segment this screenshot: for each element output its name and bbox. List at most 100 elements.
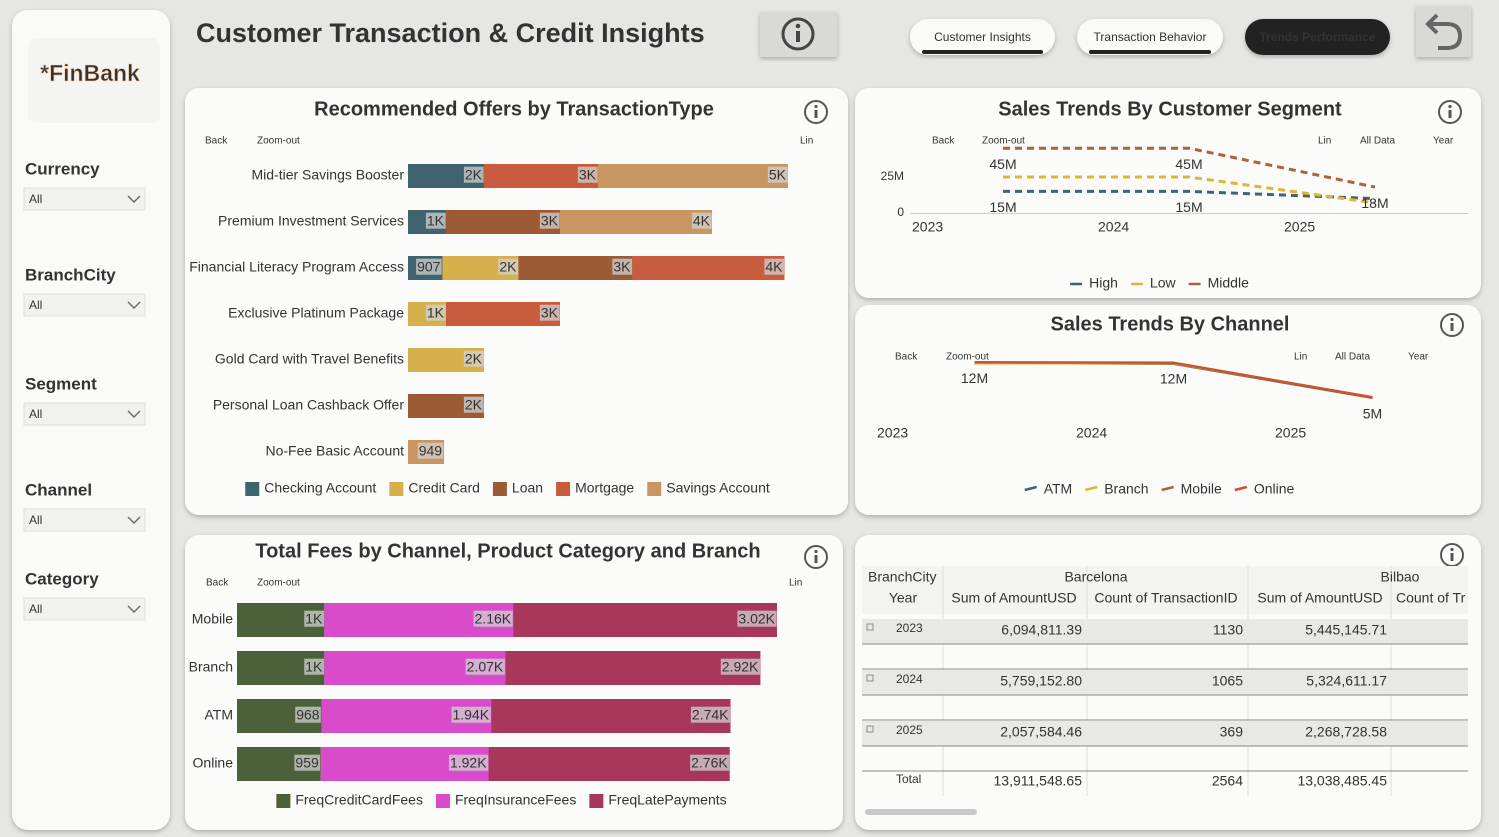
row-band — [862, 670, 1468, 695]
data-label-bg — [304, 658, 325, 675]
page-title: Customer Transaction & Credit Insights — [196, 18, 705, 48]
info-icon — [804, 100, 828, 124]
data-label-bg — [539, 304, 560, 321]
data-label: 45M — [1175, 156, 1202, 172]
toolbar-item[interactable]: Back — [895, 352, 918, 363]
data-label: 968 — [296, 707, 320, 723]
filter-dropdown[interactable] — [23, 293, 146, 317]
column-header: Sum of AmountUSD — [1257, 590, 1382, 606]
data-label-bg — [425, 212, 446, 229]
toolbar-item[interactable]: All Data — [1335, 352, 1370, 363]
toolbar-item[interactable]: Zoom-out — [982, 136, 1025, 147]
filter-value: All — [29, 513, 42, 527]
x-tick-label: 2024 — [1076, 425, 1107, 441]
nav-label: Customer Insights — [934, 30, 1031, 44]
toolbar-item[interactable]: Year — [1408, 352, 1429, 363]
bar-segment — [491, 699, 731, 733]
legend-swatch — [389, 482, 404, 496]
category-label: Personal Loan Cashback Offer — [213, 397, 405, 413]
toolbar-item[interactable]: Lin — [800, 136, 813, 147]
legend-label: FreqInsuranceFees — [455, 792, 576, 808]
row-band — [862, 721, 1468, 746]
x-tick-label: 2025 — [1275, 425, 1306, 441]
row-band — [862, 619, 1468, 644]
data-label: 5K — [769, 167, 787, 183]
legend-label: FreqCreditCardFees — [295, 792, 423, 808]
expand-icon[interactable] — [866, 725, 874, 733]
toolbar-item[interactable]: Back — [932, 136, 955, 147]
toolbar-item[interactable]: Zoom-out — [257, 136, 300, 147]
toolbar-item[interactable]: Back — [205, 136, 228, 147]
expand-icon[interactable] — [866, 623, 874, 631]
chart-title: Total Fees by Channel, Product Category … — [255, 540, 760, 562]
legend-label: Low — [1150, 275, 1177, 291]
legend-swatch — [276, 794, 291, 808]
cell: 1130 — [1213, 622, 1243, 638]
filter-label: Channel — [25, 480, 92, 499]
data-label: 12M — [1160, 371, 1187, 387]
data-label-bg — [737, 610, 777, 627]
row-header: 2023 — [896, 621, 923, 635]
legend-swatch — [1024, 485, 1038, 492]
filter-label: Currency — [25, 159, 100, 178]
legend-label: Branch — [1104, 481, 1148, 497]
nav-button[interactable] — [910, 19, 1055, 55]
toolbar-item[interactable]: Lin — [1294, 352, 1307, 363]
info-icon-stem — [796, 31, 800, 42]
data-label-bg — [767, 166, 788, 183]
toolbar-item[interactable]: All Data — [1360, 136, 1395, 147]
data-label: 907 — [417, 259, 441, 275]
category-label: Premium Investment Services — [218, 213, 404, 229]
info-icon — [1438, 100, 1462, 124]
toolbar-item[interactable]: Year — [1433, 136, 1454, 147]
data-label: 1K — [427, 213, 445, 229]
filter-dropdown[interactable] — [23, 187, 146, 211]
data-label: 2K — [465, 351, 483, 367]
info-icon-dot — [795, 23, 801, 29]
cell: 6,094,811.39 — [1001, 622, 1082, 638]
dropdown-chevron — [127, 195, 141, 203]
toolbar-item[interactable]: Zoom-out — [946, 352, 989, 363]
bar-segment — [505, 651, 761, 685]
toolbar-item[interactable]: Zoom-out — [257, 578, 300, 589]
nav-button[interactable] — [1245, 19, 1390, 55]
data-label: 2.16K — [475, 611, 512, 627]
data-label-bg — [425, 304, 446, 321]
data-label-bg — [465, 658, 505, 675]
filter-value: All — [29, 298, 42, 312]
chart-title: Recommended Offers by TransactionType — [314, 98, 714, 120]
filter-dropdown[interactable] — [23, 508, 146, 532]
filter-dropdown[interactable] — [23, 402, 146, 426]
category-label: ATM — [204, 707, 233, 723]
series-line — [1003, 175, 1376, 205]
nav-underline — [1257, 50, 1378, 54]
legend-label: Mortgage — [575, 480, 634, 496]
data-label: 2K — [465, 397, 483, 413]
column-header: Count of Tr — [1396, 590, 1466, 606]
cell: 2,268,728.58 — [1305, 724, 1387, 740]
back-icon-arrow — [1425, 13, 1439, 35]
data-label-bg — [451, 706, 491, 723]
expand-icon[interactable] — [866, 674, 874, 682]
data-label-bg — [691, 212, 712, 229]
data-label-bg — [463, 350, 484, 367]
data-label: 12M — [961, 370, 988, 386]
toolbar-item[interactable]: Lin — [1318, 136, 1331, 147]
info-icon-dot — [814, 104, 818, 109]
filter-label: Segment — [25, 374, 97, 393]
data-label-bg — [764, 258, 785, 275]
filter-label: Category — [25, 569, 99, 588]
back-icon — [1431, 22, 1463, 50]
toolbar-item[interactable]: Lin — [789, 578, 802, 589]
info-icon-stem — [814, 555, 818, 563]
info-icon — [781, 17, 815, 51]
column-header: Sum of AmountUSD — [951, 590, 1076, 606]
data-label: 4K — [693, 213, 711, 229]
toolbar-item[interactable]: Back — [206, 578, 229, 589]
nav-button[interactable] — [1077, 19, 1223, 55]
data-label-bg — [448, 754, 489, 771]
category-label: Mid-tier Savings Booster — [251, 167, 404, 183]
info-icon-dot — [1450, 547, 1454, 552]
filter-dropdown[interactable] — [23, 597, 146, 621]
